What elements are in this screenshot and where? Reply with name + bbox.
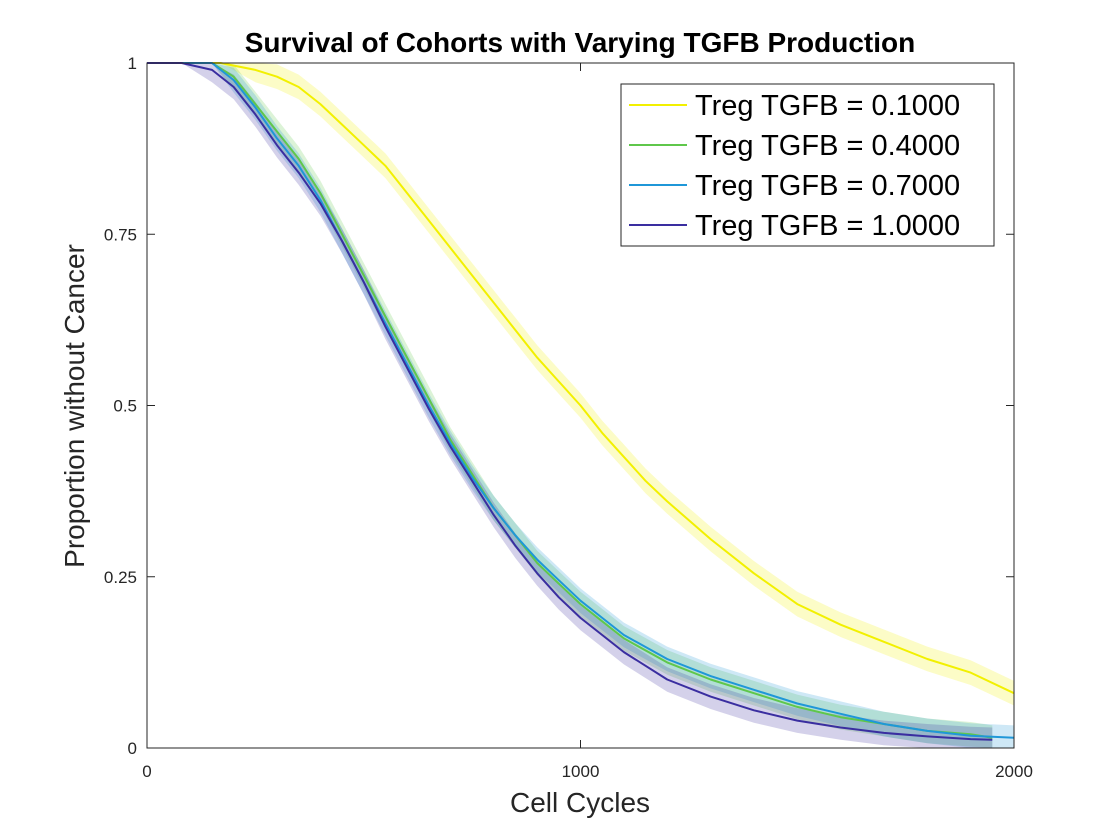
x-tick-label: 2000 bbox=[995, 762, 1033, 781]
y-tick-label: 1 bbox=[128, 54, 137, 73]
x-tick-label: 0 bbox=[142, 762, 151, 781]
y-tick-label: 0 bbox=[128, 739, 137, 758]
legend: Treg TGFB = 0.1000 Treg TGFB = 0.4000 Treg… bbox=[620, 83, 995, 247]
legend-label-2: Treg TGFB = 0.4000 bbox=[695, 130, 960, 162]
series-line-3 bbox=[147, 62, 1015, 739]
x-axis-label: Cell Cycles bbox=[510, 787, 650, 818]
y-axis-label: Proportion without Cancer bbox=[59, 244, 90, 568]
legend-label-3: Treg TGFB = 0.7000 bbox=[695, 170, 960, 202]
legend-label-1: Treg TGFB = 0.1000 bbox=[695, 90, 960, 122]
y-tick-label: 0.25 bbox=[104, 568, 137, 587]
legend-box bbox=[620, 83, 995, 247]
y-tick-label: 0.5 bbox=[113, 397, 137, 416]
series-line-4 bbox=[147, 62, 993, 741]
series-line-1 bbox=[147, 62, 1015, 695]
axis-ticks: 0 1000 2000 0 0.25 0.5 0.75 1 bbox=[104, 54, 1033, 781]
x-tick-label: 1000 bbox=[562, 762, 600, 781]
chart-title: Survival of Cohorts with Varying TGFB Pr… bbox=[245, 27, 916, 58]
confidence-bands bbox=[147, 63, 1014, 748]
confidence-band-4 bbox=[147, 63, 993, 748]
legend-label-4: Treg TGFB = 1.0000 bbox=[695, 210, 960, 242]
confidence-band-3 bbox=[147, 63, 1014, 748]
series-lines bbox=[147, 62, 1015, 741]
y-tick-label: 0.75 bbox=[104, 225, 137, 244]
